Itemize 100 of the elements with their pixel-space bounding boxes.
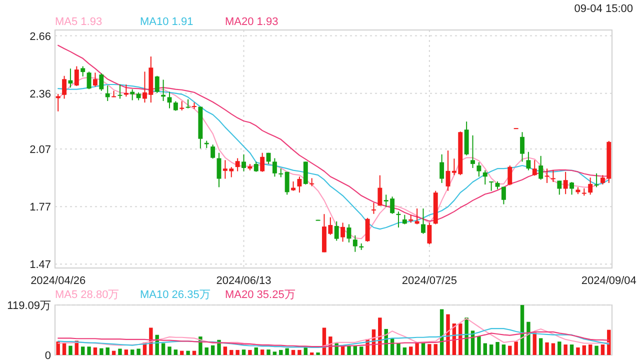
bar [588, 344, 592, 355]
y-tick-label: 2.36 [30, 88, 51, 100]
candlestick [254, 161, 258, 172]
candlestick [235, 158, 240, 172]
candlestick [93, 72, 98, 88]
bar [316, 352, 320, 355]
bar [56, 342, 60, 355]
candlestick [154, 75, 160, 94]
candlestick [372, 202, 376, 214]
x-tick-label: 2024/07/25 [402, 275, 457, 287]
bar [242, 350, 246, 355]
bar [68, 346, 72, 355]
bar [285, 348, 289, 355]
candlestick [56, 93, 60, 112]
bar [304, 347, 308, 355]
y-tick-label: 1.47 [30, 259, 51, 272]
y-tick-label: 2.07 [30, 144, 51, 156]
bar [514, 342, 518, 355]
bar [310, 352, 314, 355]
bar [508, 346, 512, 355]
bar [210, 345, 215, 355]
candlestick [532, 160, 537, 176]
x-tick-label: 2024/06/13 [216, 275, 272, 287]
candlestick [550, 170, 556, 183]
candlestick [476, 162, 482, 178]
candlestick [74, 66, 79, 87]
bar [204, 347, 208, 355]
bar [526, 322, 530, 355]
y-tick-label: 1.77 [30, 202, 51, 214]
bar [532, 332, 536, 355]
candlestick [80, 66, 86, 77]
bar [545, 342, 549, 355]
candlestick [365, 217, 370, 242]
bar [396, 343, 400, 355]
text: MA10 26.35万 [140, 289, 210, 301]
candlestick [272, 158, 277, 178]
candlestick [378, 174, 382, 206]
candlestick [570, 182, 574, 196]
bar [260, 350, 264, 355]
candlestick [99, 72, 104, 92]
text: MA20 35.25万 [225, 289, 296, 301]
candlestick [421, 208, 426, 234]
candlestick [501, 186, 506, 205]
bar [402, 347, 407, 355]
bar [236, 350, 240, 355]
candlestick [557, 180, 562, 196]
candlestick [402, 214, 407, 225]
bar [428, 344, 432, 355]
bar [489, 344, 494, 355]
bar [136, 348, 140, 355]
bar [168, 346, 172, 355]
bar [502, 344, 506, 355]
bar [594, 346, 598, 355]
candlestick [446, 150, 450, 192]
bar [106, 347, 110, 355]
bar [464, 318, 468, 355]
bar [446, 314, 450, 355]
candlestick [588, 177, 593, 196]
candlestick [130, 88, 135, 101]
bar [538, 338, 543, 355]
bar [161, 343, 166, 355]
candlestick [489, 180, 494, 192]
bar [558, 342, 562, 355]
candlestick [86, 71, 92, 90]
candlestick [180, 100, 184, 111]
bar [483, 343, 487, 355]
candlestick [520, 132, 524, 162]
bar [180, 350, 184, 355]
candlestick [297, 176, 302, 194]
candlestick [440, 154, 444, 184]
bar [118, 348, 122, 355]
candlestick [291, 180, 296, 192]
candlestick [303, 161, 308, 186]
bar [192, 350, 196, 355]
candlestick [563, 171, 568, 195]
bar [186, 350, 190, 355]
candlestick [594, 172, 599, 188]
bar [266, 350, 270, 355]
candlestick [284, 171, 290, 196]
bar [62, 343, 66, 355]
bar [248, 350, 252, 355]
candlestick [346, 224, 352, 243]
bar [551, 343, 556, 355]
bar [230, 350, 234, 355]
candlestick [210, 144, 216, 160]
bar [359, 346, 364, 355]
bar [174, 350, 178, 355]
bar [576, 347, 580, 355]
candlestick [62, 75, 67, 100]
bar [112, 350, 116, 355]
candlestick [216, 152, 222, 188]
bar [564, 344, 568, 355]
candlestick [482, 170, 488, 186]
bar [272, 352, 277, 355]
bar [570, 344, 574, 355]
bar [93, 347, 98, 355]
candlestick [173, 100, 178, 112]
bar [607, 330, 611, 355]
candlestick [105, 84, 110, 102]
bar [254, 347, 258, 355]
